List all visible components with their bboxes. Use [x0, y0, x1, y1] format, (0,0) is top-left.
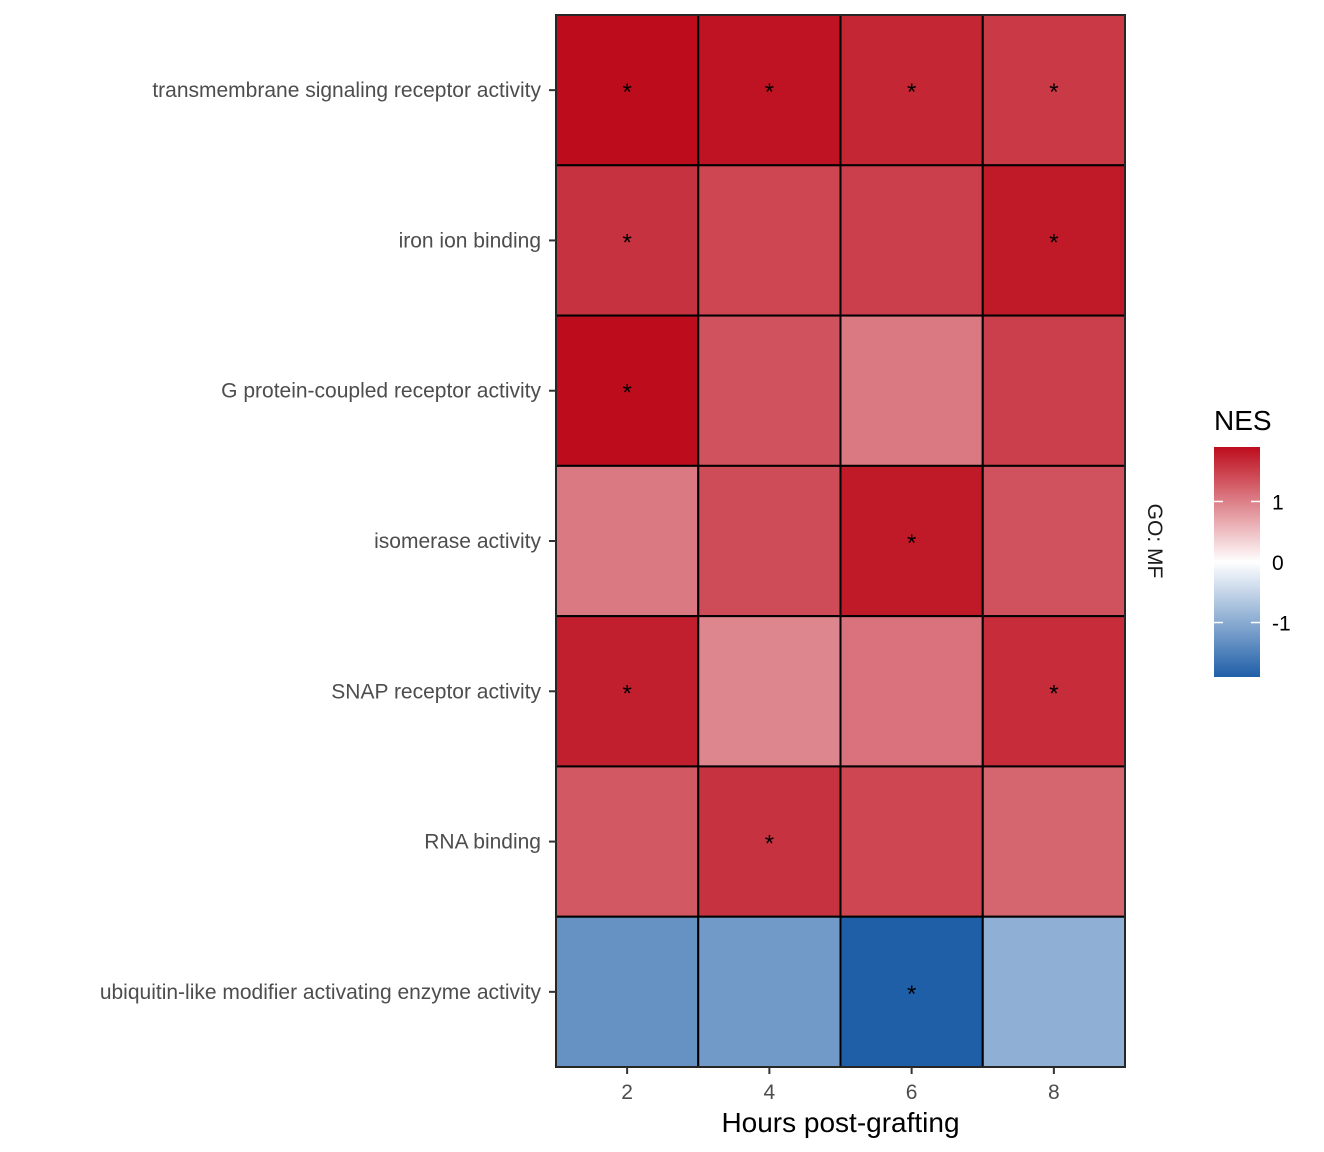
significance-mark: * — [765, 79, 774, 106]
heatmap-tile — [981, 765, 1126, 918]
x-axis: 2 4 6 8 — [621, 1067, 1060, 1104]
heatmap-tile — [839, 765, 984, 918]
heatmap-tile — [839, 164, 984, 317]
heatmap-tile — [839, 464, 984, 618]
y-tick-label: ubiquitin-like modifier activating enzym… — [100, 981, 542, 1004]
heatmap-tile — [981, 314, 1126, 467]
y-tick-label: isomerase activity — [374, 530, 541, 553]
heatmap-tiles — [555, 14, 1126, 1069]
legend-tick-label: -1 — [1272, 613, 1291, 636]
x-tick-label: 4 — [764, 1081, 776, 1104]
y-axis: transmembrane signaling receptor activit… — [100, 79, 556, 1004]
significance-mark: * — [622, 380, 631, 407]
heatmap-tile — [839, 615, 984, 768]
heatmap-tile — [697, 615, 842, 768]
y-tick-label: G protein-coupled receptor activity — [221, 380, 541, 403]
facet-strip-label: GO: MF — [1143, 504, 1166, 579]
significance-mark: * — [907, 530, 916, 557]
legend-tick-label: 1 — [1272, 491, 1284, 514]
heatmap-tile — [839, 314, 984, 467]
heatmap-tile — [981, 464, 1126, 618]
significance-mark: * — [907, 79, 916, 106]
heatmap-tile — [981, 164, 1126, 317]
x-axis-title: Hours post-grafting — [721, 1107, 959, 1138]
significance-mark: * — [622, 229, 631, 256]
heatmap-tile — [981, 14, 1126, 167]
significance-mark: * — [622, 79, 631, 106]
y-tick-label: SNAP receptor activity — [331, 680, 541, 703]
significance-mark: * — [765, 831, 774, 858]
x-tick-label: 2 — [621, 1081, 633, 1104]
x-tick-label: 6 — [906, 1081, 918, 1104]
y-tick-label: iron ion binding — [399, 229, 541, 252]
significance-mark: * — [622, 680, 631, 707]
heatmap-tile — [555, 765, 700, 918]
heatmap-tile — [555, 164, 700, 317]
heatmap-tile — [839, 915, 984, 1069]
significance-mark: * — [1049, 79, 1058, 106]
heatmap-tile — [697, 164, 842, 317]
heatmap-tile — [555, 464, 700, 618]
significance-mark: * — [1049, 229, 1058, 256]
y-tick-label: RNA binding — [424, 831, 541, 854]
y-tick-label: transmembrane signaling receptor activit… — [152, 79, 541, 102]
heatmap-tile — [697, 915, 842, 1069]
legend-tick-label: 0 — [1272, 552, 1284, 575]
heatmap-tile — [555, 14, 700, 167]
legend-title: NES — [1214, 405, 1272, 436]
heatmap-tile — [981, 915, 1126, 1069]
significance-marks: * * * * * * * * * * * * — [622, 79, 1058, 1008]
x-tick-label: 8 — [1048, 1081, 1060, 1104]
heatmap-tile — [697, 314, 842, 467]
heatmap-tile — [697, 14, 842, 167]
significance-mark: * — [1049, 680, 1058, 707]
significance-mark: * — [907, 981, 916, 1008]
color-legend: NES 1 0 -1 — [1214, 405, 1291, 677]
heatmap-tile — [555, 915, 700, 1069]
heatmap-tile — [981, 615, 1126, 768]
heatmap-tile — [697, 464, 842, 618]
